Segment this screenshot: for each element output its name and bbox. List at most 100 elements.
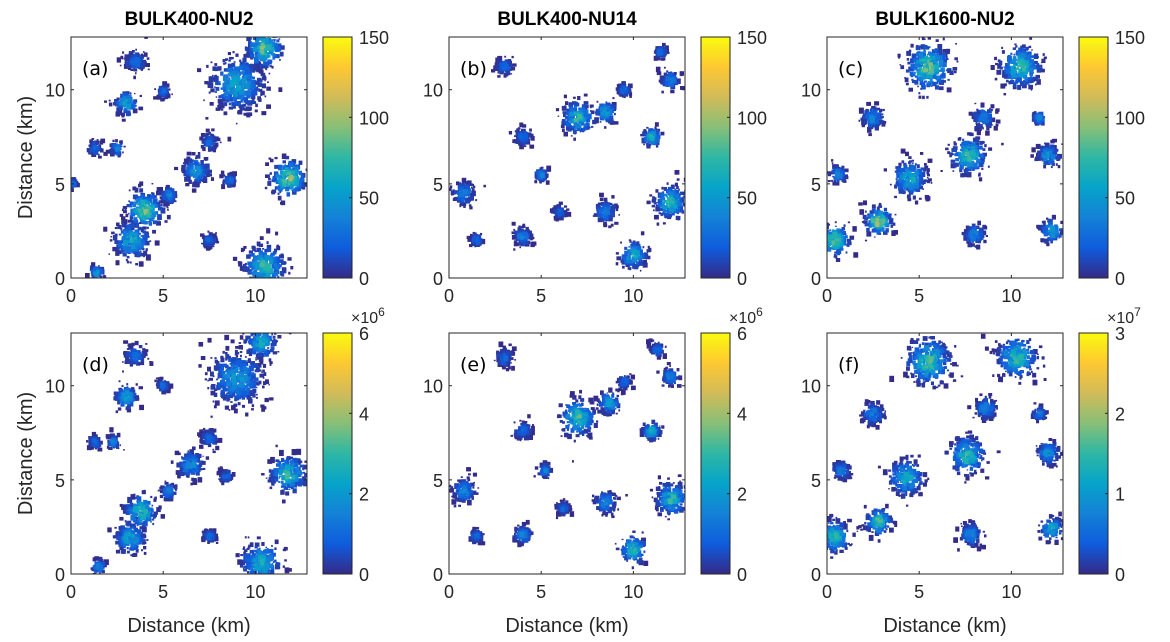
heatmap-cell: [609, 202, 613, 206]
heatmap-cell: [125, 57, 129, 61]
colorbar-bar: [322, 36, 353, 279]
heatmap-cell: [505, 68, 507, 71]
heatmap-cell: [461, 193, 465, 198]
heatmap-cell: [139, 205, 144, 209]
heatmap-cell: [276, 257, 280, 263]
heatmap-cell: [136, 252, 141, 256]
heatmap-cell: [1000, 83, 1006, 89]
heatmap-cell: [171, 93, 173, 96]
heatmap-cell: [149, 215, 154, 218]
heatmap-cell: [605, 111, 608, 114]
heatmap-cell: [673, 73, 677, 76]
heatmap-cell: [228, 59, 231, 62]
heatmap-cell: [137, 246, 142, 251]
heatmap-cell: [924, 195, 930, 200]
heatmap-cell: [469, 206, 473, 210]
heatmap-cell: [257, 65, 261, 70]
heatmap-cell: [91, 274, 97, 278]
heatmap-cell: [288, 271, 291, 275]
heatmap-cell: [269, 256, 273, 260]
heatmap-cell: [556, 206, 561, 211]
colorbar-tick-label: 150: [359, 28, 389, 48]
heatmap-cell: [598, 209, 603, 214]
heatmap-cell: [820, 260, 823, 262]
heatmap-cell: [131, 251, 134, 254]
heatmap-cell: [275, 34, 277, 37]
heatmap-cell: [1041, 226, 1044, 228]
heatmap-cell: [919, 45, 922, 48]
heatmap-cell: [662, 191, 665, 194]
heatmap-cell: [289, 174, 293, 179]
heatmap-cell: [248, 41, 252, 46]
heatmap-cell: [193, 161, 196, 163]
heatmap-cell: [678, 199, 682, 202]
heatmap-cell: [128, 223, 134, 228]
heatmap-cell: [611, 204, 616, 209]
heatmap-cell: [244, 83, 250, 90]
heatmap-cell: [118, 233, 122, 236]
heatmap-cell: [272, 175, 277, 181]
heatmap-cell: [566, 208, 570, 211]
heatmap-cell: [872, 210, 875, 214]
heatmap-cell: [646, 200, 651, 205]
heatmap-cell: [71, 185, 74, 189]
heatmap-cell: [878, 232, 882, 235]
heatmap-cell: [232, 173, 236, 177]
heatmap-cell: [677, 207, 681, 210]
heatmap-cell: [284, 155, 290, 160]
heatmap-cell: [969, 141, 973, 145]
heatmap-cell: [864, 223, 869, 227]
heatmap-cell: [1046, 242, 1050, 247]
heatmap-cell: [603, 211, 606, 215]
heatmap-cell: [133, 75, 136, 80]
heatmap-cell: [520, 237, 524, 243]
heatmap-cell: [1050, 240, 1053, 244]
heatmap-cell: [616, 84, 620, 87]
heatmap-cell: [144, 240, 150, 246]
heatmap-cell: [197, 177, 202, 183]
heatmap-cell: [129, 92, 132, 95]
heatmap-cell: [523, 145, 527, 148]
heatmap-cell: [927, 158, 933, 163]
heatmap-cell: [631, 253, 635, 256]
heatmap-cell: [112, 139, 115, 142]
heatmap-cell: [859, 209, 864, 215]
heatmap-cell: [135, 48, 137, 51]
heatmap-cell: [230, 183, 233, 185]
heatmap-cell: [273, 38, 276, 41]
heatmap-cell: [117, 155, 121, 158]
heatmap-cell: [1040, 230, 1043, 233]
heatmap-cell: [654, 126, 657, 129]
heatmap-cell: [267, 263, 271, 268]
heatmap-cell: [1038, 159, 1041, 161]
heatmap-cell: [847, 221, 851, 224]
heatmap-cell: [519, 136, 523, 139]
heatmap-cell: [1035, 78, 1038, 81]
heatmap-cell: [833, 181, 837, 185]
heatmap-cell: [955, 43, 957, 45]
heatmap-cell: [134, 219, 139, 224]
heatmap-cell: [223, 68, 228, 72]
heatmap-cell: [205, 117, 209, 120]
heatmap-cell: [240, 99, 243, 103]
heatmap-cell: [230, 80, 235, 85]
heatmap-cell: [1044, 163, 1047, 166]
heatmap-cell: [247, 76, 252, 80]
heatmap-cell: [987, 165, 990, 168]
heatmap-cell: [677, 199, 680, 203]
heatmap-cell: [171, 190, 175, 194]
heatmap-cell: [161, 190, 165, 194]
heatmap-cell: [530, 133, 534, 137]
heatmap-cell: [526, 238, 529, 240]
heatmap-cell: [211, 128, 215, 132]
heatmap-cell: [661, 52, 665, 55]
heatmap-cell: [152, 229, 156, 234]
heatmap-cell: [990, 104, 995, 109]
heatmap-cell: [244, 107, 249, 112]
heatmap-cell: [621, 254, 627, 260]
heatmap-cell: [301, 175, 304, 178]
heatmap-cell: [249, 263, 255, 268]
heatmap-cell: [209, 173, 212, 177]
heatmap-cell: [247, 100, 252, 105]
heatmap-cell: [128, 63, 131, 65]
